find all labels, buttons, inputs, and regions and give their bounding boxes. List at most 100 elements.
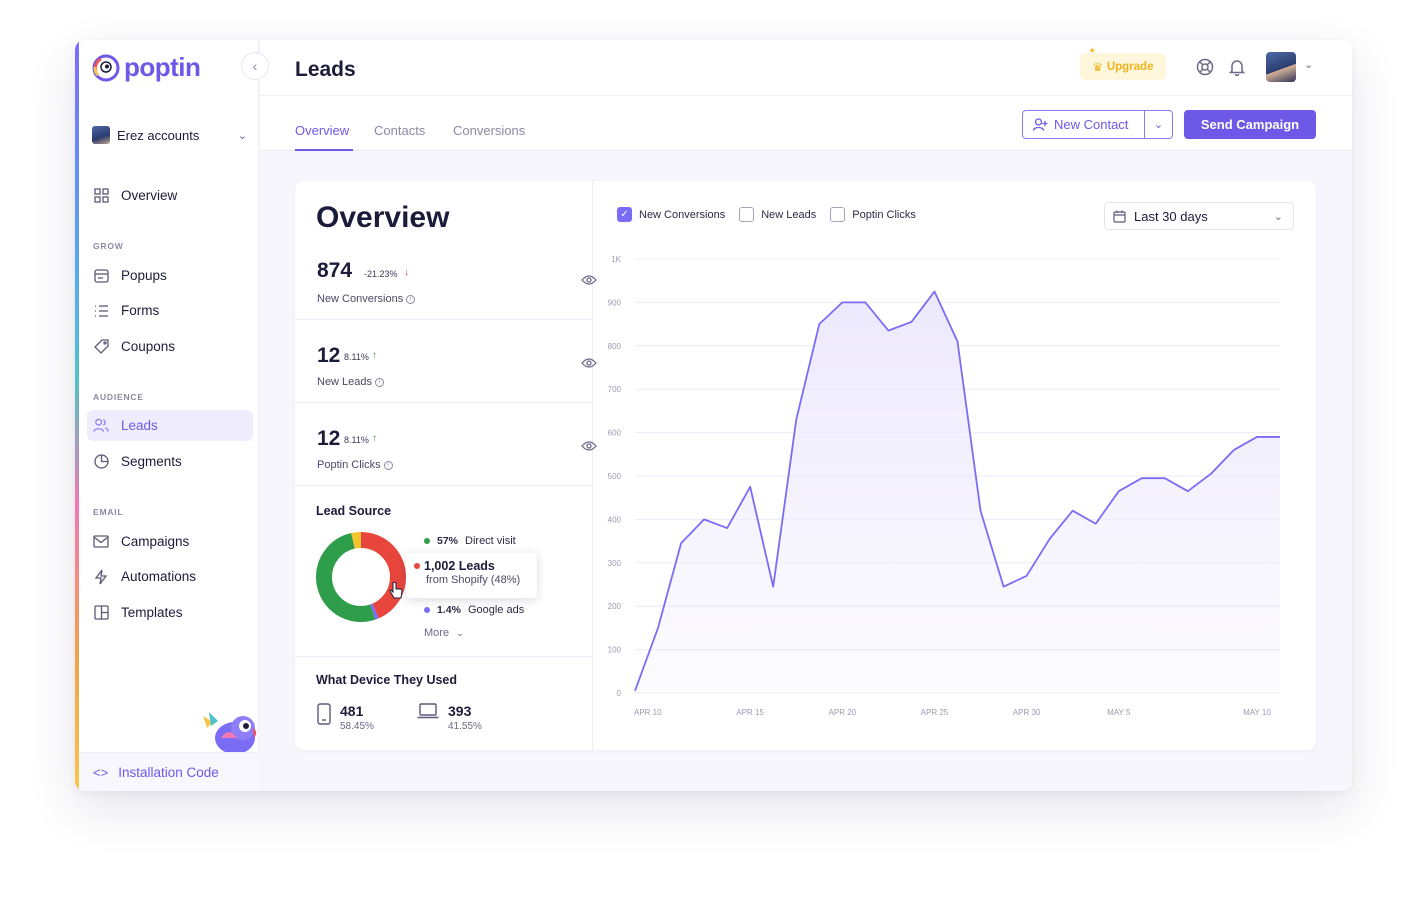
toggle-new-conversions[interactable]: ✓ New Conversions — [617, 207, 725, 222]
sidebar-item-leads[interactable]: Leads — [87, 410, 253, 441]
data-point[interactable] — [794, 417, 799, 422]
legend-label: Google ads — [467, 604, 525, 616]
account-switcher[interactable]: Erez accounts ⌄ — [92, 126, 247, 144]
data-point[interactable] — [817, 322, 822, 327]
data-point[interactable] — [978, 508, 983, 513]
series-line-new-conversions[interactable] — [634, 290, 1280, 692]
help-lifebuoy-icon[interactable] — [1195, 57, 1215, 77]
sidebar-item-templates[interactable]: Templates — [87, 597, 253, 628]
donut-slice-other[interactable] — [316, 532, 406, 622]
upgrade-button[interactable]: ♛ Upgrade — [1080, 53, 1166, 80]
upgrade-label: Upgrade — [1106, 60, 1154, 73]
logo-text: poptin — [124, 52, 201, 82]
data-point[interactable] — [1047, 536, 1052, 541]
data-point[interactable] — [679, 541, 684, 546]
data-point[interactable] — [1116, 489, 1121, 494]
more-button[interactable]: More ⌄ — [424, 627, 464, 639]
users-icon — [93, 418, 109, 434]
checkbox-icon[interactable] — [830, 207, 846, 222]
eye-icon[interactable] — [581, 274, 597, 286]
info-icon[interactable]: i — [406, 294, 416, 304]
info-icon[interactable]: i — [383, 460, 393, 470]
new-contact-label: New Contact — [1054, 117, 1129, 132]
data-point[interactable] — [771, 584, 776, 589]
sidebar-item-forms[interactable]: Forms — [87, 295, 253, 326]
toggle-poptin-clicks[interactable]: Poptin Clicks — [830, 207, 916, 222]
toggle-new-leads[interactable]: New Leads — [739, 207, 816, 222]
donut-slice-direct-visit[interactable] — [316, 532, 406, 622]
bell-icon[interactable] — [1227, 57, 1247, 77]
data-point[interactable] — [1093, 521, 1098, 526]
tab-overview[interactable]: Overview — [295, 123, 350, 138]
data-point[interactable] — [633, 688, 638, 693]
data-point[interactable] — [725, 526, 730, 531]
data-point[interactable] — [1001, 584, 1006, 589]
user-avatar[interactable] — [1266, 52, 1296, 82]
lead-source-donut[interactable] — [315, 531, 407, 623]
checkbox-checked-icon[interactable]: ✓ — [617, 207, 632, 222]
data-point[interactable] — [1185, 489, 1190, 494]
chevron-down-icon[interactable]: ⌄ — [1304, 59, 1314, 71]
data-point[interactable] — [1070, 508, 1075, 513]
data-point[interactable] — [840, 300, 845, 305]
data-point[interactable] — [1231, 447, 1236, 452]
arrow-down-icon: ↓ — [404, 267, 409, 278]
data-point[interactable] — [1162, 476, 1167, 481]
section-email: EMAIL — [93, 507, 124, 517]
sidebar-item-coupons[interactable]: Coupons — [87, 331, 253, 362]
chevron-left-icon: ‹ — [252, 58, 258, 74]
x-tick-label: APR 25 — [921, 708, 949, 717]
data-point[interactable] — [1024, 573, 1029, 578]
data-point[interactable] — [1208, 471, 1213, 476]
sidebar: poptin Erez accounts ⌄ Overview GROW Pop… — [79, 40, 259, 791]
stat-change: -21.23% — [364, 269, 398, 279]
stat-label-row: New Conversions i — [317, 293, 416, 305]
data-point[interactable] — [886, 328, 891, 333]
data-point[interactable] — [955, 339, 960, 344]
stat-label-row: Poptin Clicks i — [317, 459, 393, 471]
data-point[interactable] — [1139, 476, 1144, 481]
collapse-sidebar-button[interactable]: ‹ — [241, 52, 269, 80]
send-campaign-button[interactable]: Send Campaign — [1184, 110, 1316, 139]
app-window: poptin Erez accounts ⌄ Overview GROW Pop… — [75, 40, 1352, 791]
eye-icon[interactable] — [581, 357, 597, 369]
data-point[interactable] — [1278, 434, 1283, 439]
conversions-area-chart[interactable]: 0 100 200 300 400 500 600 700 800 900 1K APR 10 APR … — [605, 246, 1305, 726]
logo[interactable]: poptin — [92, 52, 201, 83]
tooltip-main: 1,002 Leads — [424, 559, 495, 573]
stat-change: 8.11% — [344, 435, 369, 445]
tab-contacts[interactable]: Contacts — [374, 123, 426, 138]
new-contact-button[interactable]: New Contact — [1023, 111, 1145, 138]
series-toggles: ✓ New Conversions New Leads Poptin Click… — [617, 207, 916, 222]
stat-label: New Conversions — [317, 293, 404, 305]
data-point[interactable] — [863, 300, 868, 305]
y-tick-label: 300 — [608, 559, 622, 568]
data-point[interactable] — [1254, 434, 1259, 439]
pie-icon — [93, 454, 109, 470]
tab-conversions[interactable]: Conversions — [453, 123, 526, 138]
arrow-up-icon: ↑ — [372, 350, 377, 361]
stats-column: Overview 874 -21.23% ↓ New Conversions i… — [295, 181, 597, 750]
eye-icon[interactable] — [581, 440, 597, 452]
data-point[interactable] — [702, 517, 707, 522]
add-user-icon — [1033, 118, 1048, 131]
sidebar-item-segments[interactable]: Segments — [87, 446, 253, 477]
y-tick-label: 1K — [611, 255, 621, 264]
data-point[interactable] — [909, 319, 914, 324]
date-range-label: Last 30 days — [1134, 208, 1208, 224]
device-mobile: 481 58.45% — [317, 703, 374, 732]
sidebar-item-campaigns[interactable]: Campaigns — [87, 526, 253, 557]
arrow-up-icon: ↑ — [372, 433, 377, 444]
new-contact-dropdown[interactable]: ⌄ — [1145, 118, 1172, 131]
data-point[interactable] — [656, 625, 661, 630]
installation-code-link[interactable]: <> Installation Code — [79, 752, 259, 791]
date-range-select[interactable]: Last 30 days ⌄ — [1104, 202, 1294, 230]
sidebar-item-automations[interactable]: Automations — [87, 561, 253, 592]
checkbox-icon[interactable] — [739, 207, 755, 222]
info-icon[interactable]: i — [375, 377, 385, 387]
data-point[interactable] — [932, 289, 937, 294]
sidebar-item-overview[interactable]: Overview — [87, 180, 253, 211]
sidebar-item-popups[interactable]: Popups — [87, 260, 253, 291]
mail-icon — [93, 534, 109, 550]
data-point[interactable] — [748, 484, 753, 489]
